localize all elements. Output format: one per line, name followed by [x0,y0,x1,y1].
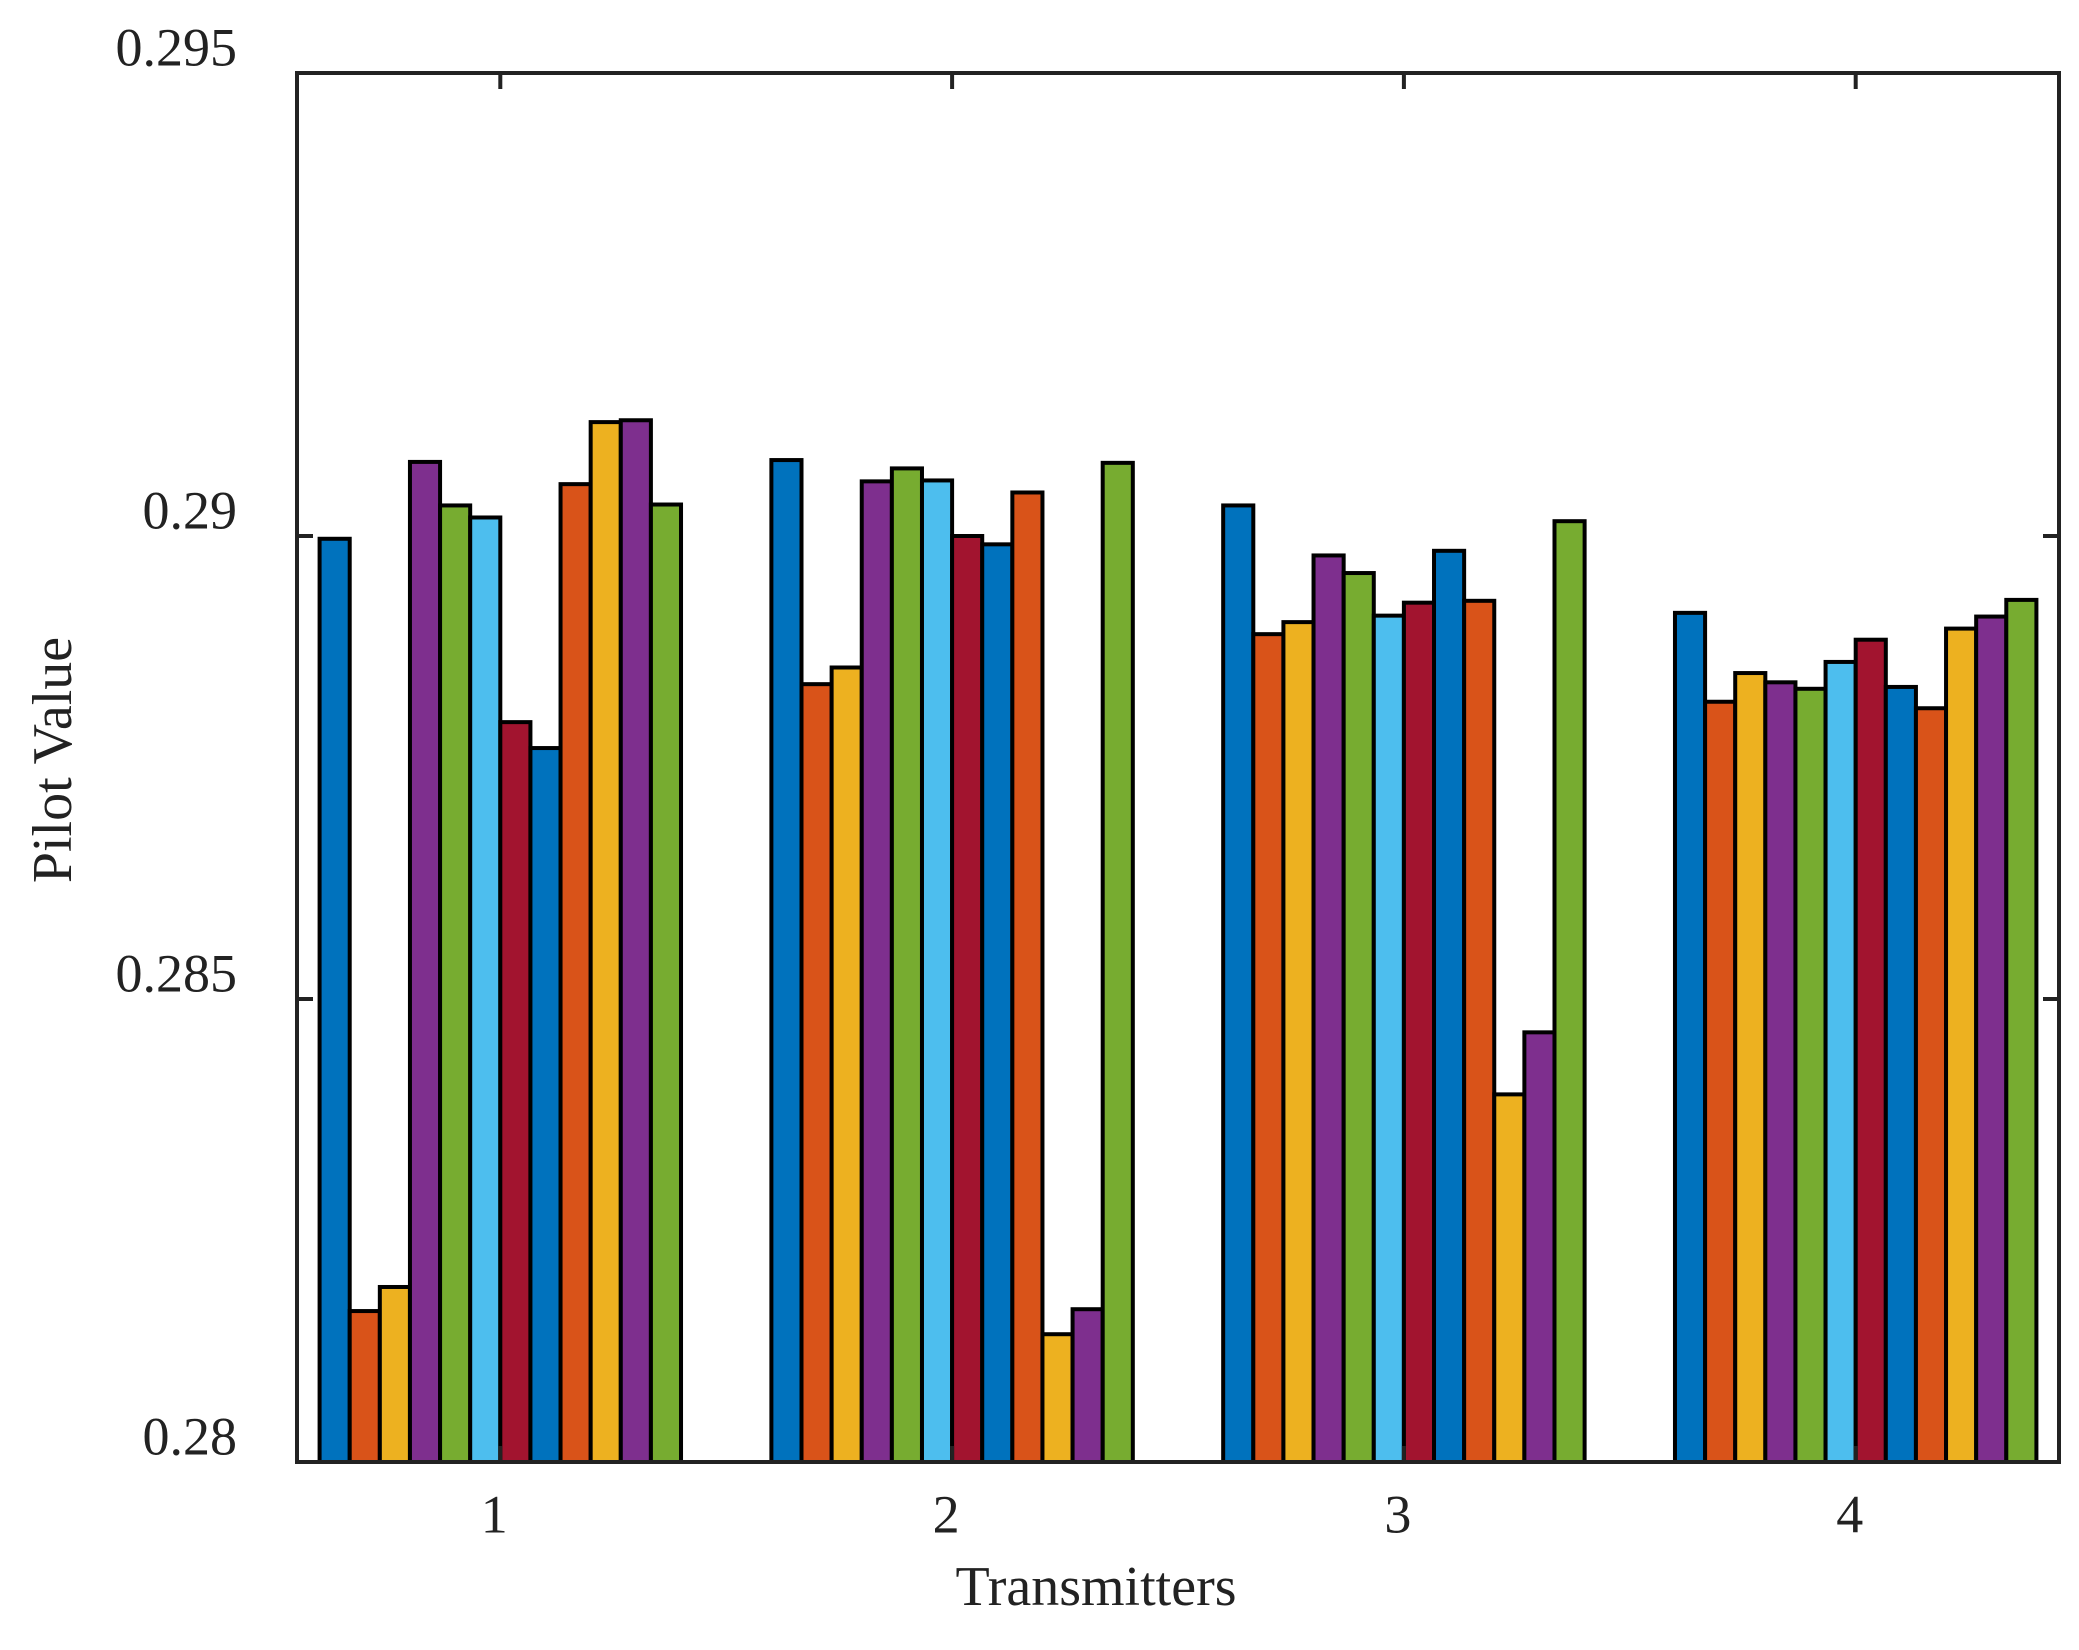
bar [1401,600,1437,1464]
bar [648,502,684,1464]
bar [1281,620,1316,1464]
bar [1552,519,1587,1464]
plot-frame [295,71,2061,1464]
bar [1432,548,1467,1464]
bar [829,665,864,1464]
x-tick-label: 1 [481,1484,508,1544]
bar [1883,684,1918,1464]
bar [919,478,955,1464]
y-tick-label: 0.28 [143,1406,238,1466]
bar [317,536,352,1464]
bar [889,466,924,1465]
bar [1522,1030,1557,1465]
bar [1100,460,1135,1464]
bar [1913,706,1949,1464]
x-tick-label: 2 [933,1484,960,1544]
bar [1462,598,1497,1464]
bar [1010,490,1045,1464]
y-tick-label: 0.295 [116,17,238,77]
bar [468,515,503,1464]
bar [1070,1307,1105,1464]
bar [347,1309,382,1465]
bar [1733,671,1768,1464]
bar [1341,571,1376,1464]
y-tick-label: 0.29 [143,480,238,540]
y-tick-label: 0.285 [116,943,238,1003]
y-axis-label: Pilot Value [22,637,84,883]
bar [2004,597,2039,1464]
bar [618,418,653,1464]
x-axis-label: Transmitters [955,1556,1236,1618]
bar [498,720,533,1464]
bar [1793,686,1828,1464]
bar [1944,626,1979,1464]
bar [1251,632,1286,1464]
bar [1311,553,1346,1464]
bar [1371,613,1406,1464]
bar [407,459,443,1465]
bar [1974,614,2009,1464]
bar [528,746,563,1464]
bar [1040,1332,1075,1465]
x-tick-label: 3 [1384,1484,1411,1544]
x-tick-label: 4 [1836,1484,1863,1544]
bar [799,682,834,1464]
bar [438,503,473,1464]
bar [1221,503,1256,1464]
bar [950,534,985,1464]
bar [1672,610,1708,1464]
bar [1492,1092,1527,1465]
bar [588,420,623,1464]
bar [558,482,593,1465]
bar [1703,699,1738,1464]
bar [1823,659,1858,1464]
bar [1763,680,1798,1464]
bar [1853,637,1888,1464]
bar [859,479,894,1464]
bar [769,458,804,1464]
bar [377,1284,412,1464]
bar [980,542,1015,1464]
